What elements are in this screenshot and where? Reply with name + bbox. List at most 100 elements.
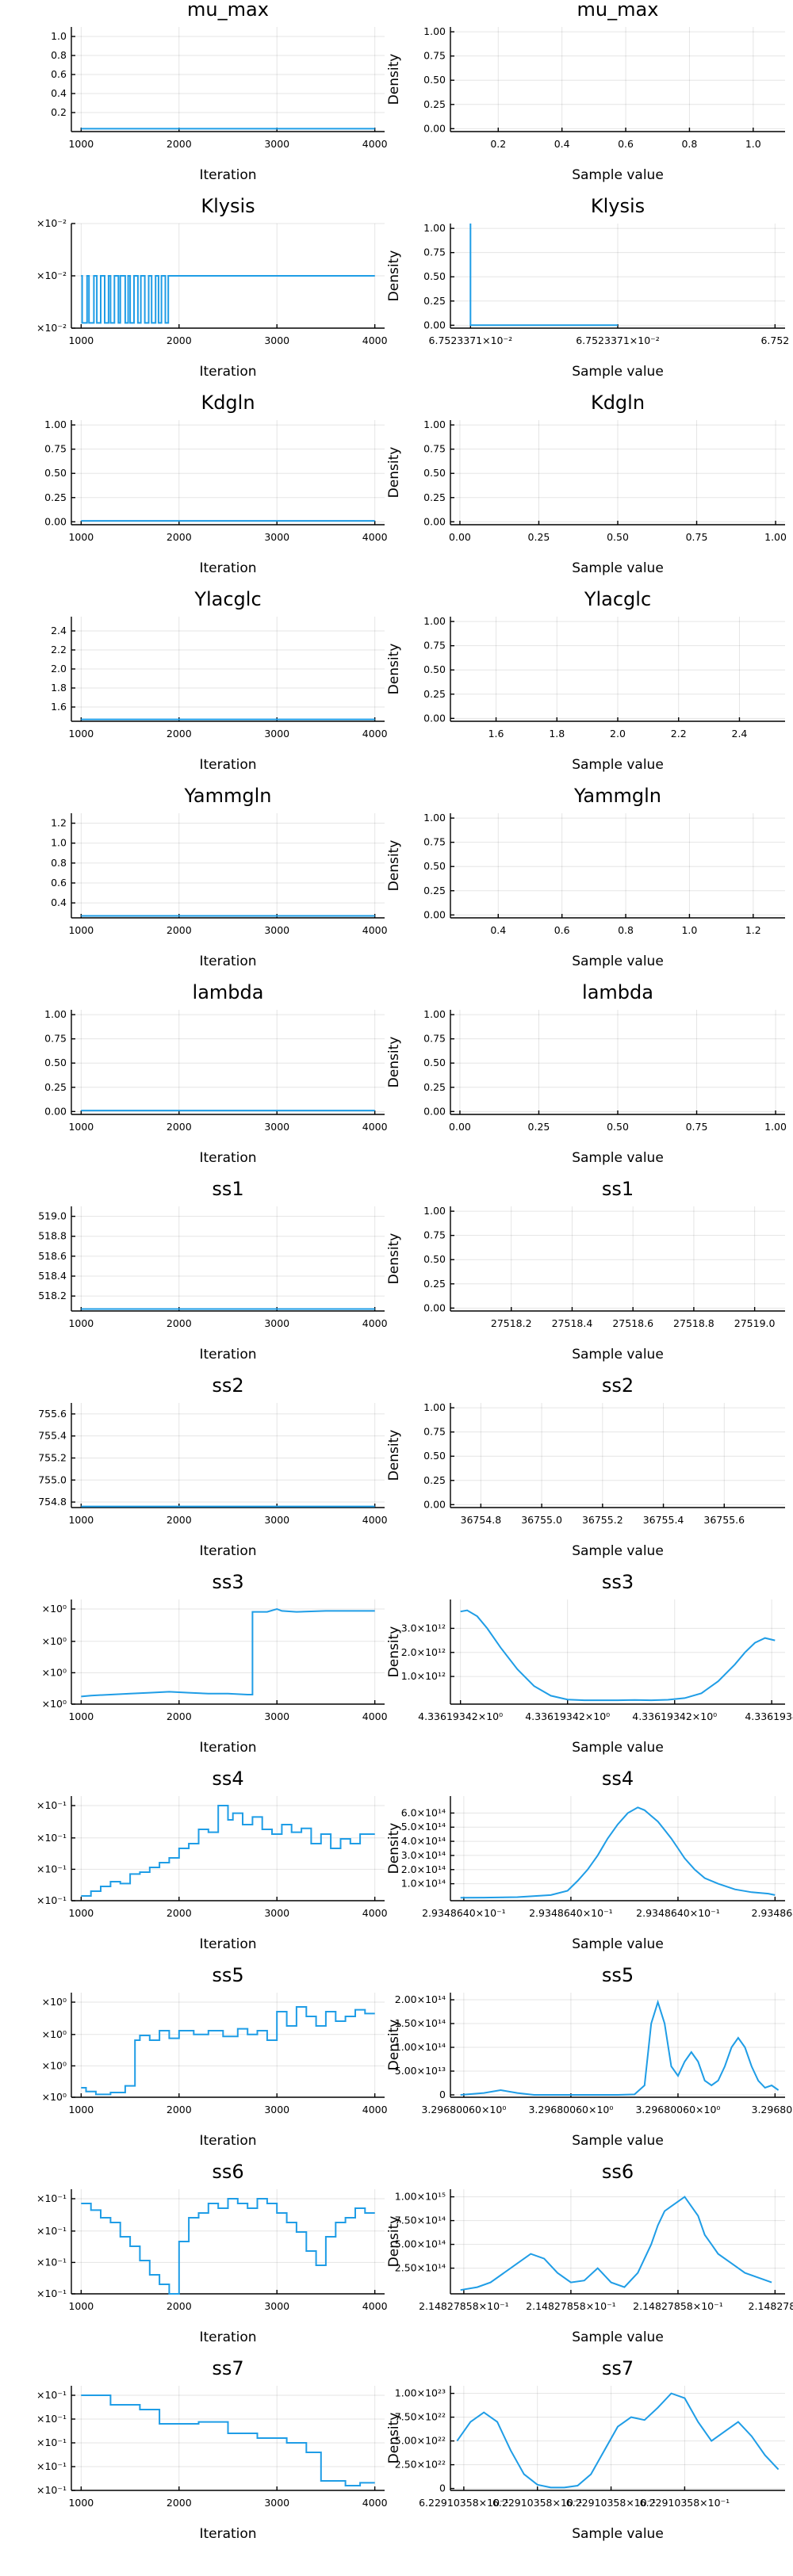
series-line [456, 2392, 780, 2489]
x-tick-label: 4000 [362, 1710, 388, 1722]
panel-title: lambda [193, 981, 264, 1003]
x-tick-label: 1.0 [681, 924, 697, 936]
y-tick-label: 0.25 [423, 688, 446, 700]
y-tick-label: 0.25 [423, 1474, 446, 1486]
x-tick-label: 36755.2 [582, 1514, 623, 1526]
x-tick-label: 3.29680060×10⁰ [635, 2104, 720, 2115]
y-axis-label: Density [386, 2413, 402, 2464]
y-tick-label: 0.00 [423, 712, 446, 724]
x-tick-label: 2000 [167, 2497, 192, 2509]
x-tick-label: 3000 [264, 1907, 289, 1919]
x-tick-label: 2000 [167, 1121, 192, 1133]
x-tick-label: 0.8 [618, 924, 634, 936]
x-tick-label: 4.33619342×10⁰ [632, 1710, 717, 1722]
panel-density-12: ss76.22910358×10⁻¹6.22910358×10⁻¹6.22910… [386, 2357, 785, 2542]
x-tick-label: 4.3361934 [745, 1710, 793, 1722]
y-tick-label: 1.0×10¹⁴ [401, 1878, 446, 1890]
x-tick-label: 6.7523371×10⁻² [429, 334, 513, 346]
panel-trace-0: mu_max 1000 2000 3000 4000 0.2 0.4 0.6 0.8 1.0 Ite… [51, 0, 387, 183]
y-tick-label: 0.8 [51, 49, 67, 61]
x-tick-label: 3000 [264, 138, 289, 150]
y-tick-label: 0.00 [423, 908, 446, 920]
x-tick-label: 2.9348640×10⁻¹ [529, 1907, 613, 1919]
x-tick-label: 0.00 [449, 1121, 471, 1133]
y-tick-label: 0.75 [44, 1033, 67, 1045]
x-tick-label: 0.25 [528, 531, 550, 543]
series-line [469, 224, 618, 327]
x-tick-label: 0.50 [607, 531, 629, 543]
x-tick-label: 3000 [264, 1121, 289, 1133]
x-tick-label: 4000 [362, 728, 388, 740]
y-tick-label: 1.00 [423, 222, 446, 234]
y-tick-label: 7.50×10¹⁴ [395, 2215, 446, 2226]
y-tick-label: 1.50×10¹⁴ [395, 2017, 446, 2029]
y-axis-label: Density [386, 1037, 402, 1088]
panel-trace-9: ss4 1000 2000 3000 4000 ×10⁻¹ ×10⁻¹ ×10⁻¹ ×10⁻¹ I… [36, 1768, 388, 1952]
x-tick-label: 2000 [167, 1907, 192, 1919]
x-axis-label: Sample value [572, 2133, 664, 2149]
y-tick-label: ×10⁻² [36, 322, 67, 334]
x-axis-label: Iteration [199, 364, 256, 380]
x-tick-label: 4000 [362, 2497, 388, 2509]
panel-title: ss4 [212, 1768, 243, 1790]
x-tick-label: 2000 [167, 1710, 192, 1722]
series-line [460, 2196, 772, 2291]
x-tick-label: 1000 [68, 334, 94, 346]
panel-title: Klysis [591, 195, 645, 217]
y-tick-label: 519.0 [38, 1210, 67, 1222]
x-tick-label: 2.14827858×10⁻¹ [419, 2300, 509, 2312]
panel-density-7: ss2 36754.8 36755.0 36755.2 36755.4 36755.6 0.… [386, 1374, 785, 1559]
panel-trace-6: ss1 1000 2000 3000 4000 518.2 518.4 518.6 518.8 5… [38, 1178, 387, 1363]
series-line [81, 275, 375, 324]
panel-title: mu_max [577, 0, 659, 21]
y-tick-label: 1.2 [51, 817, 67, 829]
x-tick-label: 2.9348640×10⁻¹ [636, 1907, 720, 1919]
y-tick-label: 0.50 [44, 467, 67, 479]
x-axis-label: Sample value [572, 2329, 664, 2345]
panel-density-2: Kdgln 0.00 0.25 0.50 0.75 1.00 0.00 0.25 0.50 0.7… [386, 392, 787, 576]
panel-density-1: Klysis 6.7523371×10⁻² 6.7523371×10⁻² 6.752 0… [386, 195, 789, 380]
x-axis-label: Iteration [199, 1936, 256, 1952]
y-tick-label: ×10⁻¹ [36, 2225, 67, 2237]
y-tick-label: 755.0 [38, 1473, 67, 1485]
x-axis-label: Sample value [572, 167, 664, 183]
panel-title: ss7 [602, 2357, 634, 2379]
x-tick-label: 1000 [68, 2497, 94, 2509]
x-tick-label: 27518.6 [612, 1317, 653, 1329]
y-tick-label: 0 [439, 2482, 446, 2494]
y-tick-label: ×10⁻¹ [36, 1799, 67, 1811]
x-tick-label: 1.00 [764, 1121, 787, 1133]
y-tick-label: 0.75 [423, 1033, 446, 1045]
x-tick-label: 1.8 [549, 728, 565, 740]
x-tick-label: 3000 [264, 1710, 289, 1722]
x-axis-label: Sample value [572, 1347, 664, 1363]
y-tick-label: 0.6 [51, 68, 67, 80]
x-tick-label: 36755.0 [521, 1514, 562, 1526]
y-tick-label: ×10⁻¹ [36, 2256, 67, 2268]
y-tick-label: ×10⁻¹ [36, 2413, 67, 2425]
x-tick-label: 2.4 [732, 728, 748, 740]
y-tick-label: 0.25 [423, 295, 446, 307]
y-tick-label: ×10⁻¹ [36, 2389, 67, 2401]
x-axis-label: Sample value [572, 1543, 664, 1559]
x-tick-label: 2.0 [610, 728, 626, 740]
y-tick-label: 2.0 [51, 663, 67, 675]
y-tick-label: 754.8 [38, 1496, 67, 1508]
y-tick-label: 518.8 [38, 1230, 67, 1242]
panel-title: ss7 [212, 2357, 243, 2379]
panel-title: Yammgln [184, 785, 272, 807]
x-tick-label: 27519.0 [734, 1317, 776, 1329]
y-axis-label: Density [386, 54, 402, 105]
y-tick-label: 2.0×10¹² [401, 1646, 446, 1658]
x-tick-label: 2000 [167, 1317, 192, 1329]
x-tick-label: 4000 [362, 531, 388, 543]
x-tick-label: 6.7523371×10⁻² [576, 334, 660, 346]
y-tick-label: 755.2 [38, 1451, 67, 1463]
panel-title: Yammgln [573, 785, 661, 807]
x-tick-label: 0.75 [686, 1121, 708, 1133]
panel-title: ss6 [602, 2161, 634, 2183]
x-tick-label: 27518.8 [673, 1317, 714, 1329]
y-tick-label: 0.00 [44, 1105, 67, 1117]
x-tick-label: 3000 [264, 1317, 289, 1329]
y-tick-label: 1.0 [51, 30, 67, 42]
